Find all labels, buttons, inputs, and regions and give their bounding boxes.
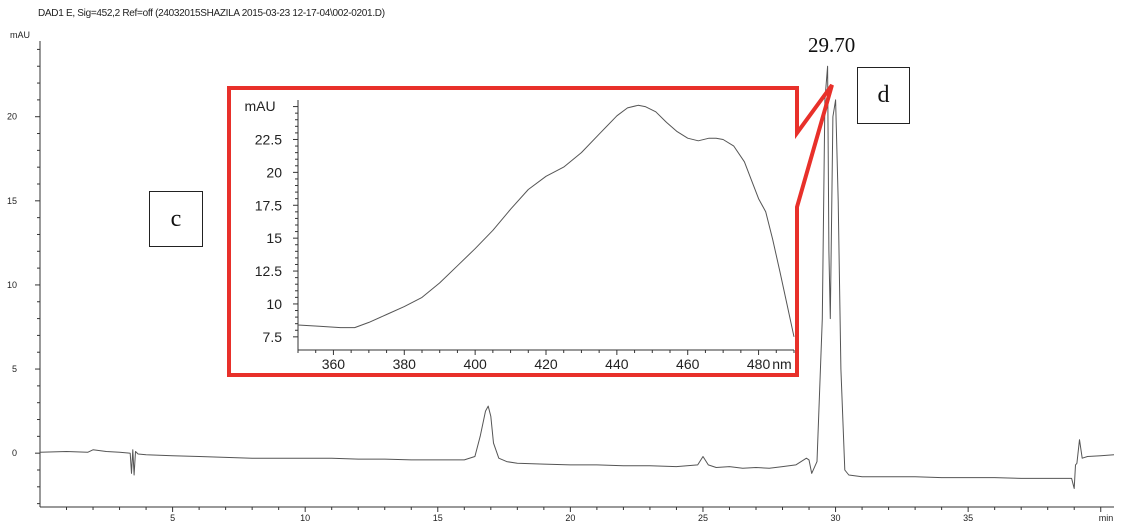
inset-y-tick-label: 12.5: [255, 263, 282, 279]
inset-x-tick-label: 480: [747, 356, 771, 372]
panel-label-c: c: [149, 191, 203, 247]
inset-y-tick-label: 15: [266, 230, 282, 246]
inset-y-tick-label: 10: [266, 296, 282, 312]
x-tick-label: 35: [963, 513, 973, 523]
x-tick-label: 10: [300, 513, 310, 523]
y-axis-label: mAU: [10, 30, 30, 40]
x-tick-label: 15: [433, 513, 443, 523]
peak-label-29-70: 29.70: [808, 33, 856, 57]
inset-background: [229, 88, 795, 375]
inset-x-tick-label: 380: [393, 356, 417, 372]
inset-spectrum-plot: 360 380 400 420 440 460 480 nm 7.5 10 12.5 15 17.5 20…: [244, 98, 795, 372]
x-tick-label: 5: [170, 513, 175, 523]
inset-y-axis-label: mAU: [244, 98, 275, 114]
y-tick-label: 10: [7, 280, 17, 290]
spectrum-trace: [297, 104, 795, 337]
x-tick-label: 30: [831, 513, 841, 523]
inset-y-tick-label: 22.5: [255, 131, 282, 147]
main-plot: 5 10 15 20 25 30 35 min 0 5 10 15 20 mAU: [7, 30, 1115, 523]
x-tick-label: 20: [565, 513, 575, 523]
chromatogram-trace: [39, 65, 1115, 489]
y-tick-label: 0: [12, 448, 17, 458]
inset-y-tick-label: 17.5: [255, 197, 282, 213]
inset-x-tick-label: 420: [534, 356, 558, 372]
inset-x-tick-label: 440: [605, 356, 629, 372]
y-tick-label: 15: [7, 196, 17, 206]
inset-x-axis-label: nm: [772, 356, 791, 372]
y-tick-label: 5: [12, 364, 17, 374]
inset-x-tick-label: 400: [463, 356, 487, 372]
inset-highlight: [227, 83, 834, 377]
inset-y-tick-label: 20: [266, 164, 282, 180]
panel-label-d: d: [857, 67, 910, 124]
x-tick-label: 25: [698, 513, 708, 523]
inset-x-tick-label: 460: [676, 356, 700, 372]
chart-header: DAD1 E, Sig=452,2 Ref=off (24032015SHAZI…: [38, 8, 385, 19]
y-tick-label: 20: [7, 112, 17, 122]
inset-x-tick-label: 360: [322, 356, 346, 372]
x-axis-label: min: [1099, 513, 1114, 523]
inset-callout-border: [227, 83, 834, 377]
inset-y-tick-label: 7.5: [263, 329, 283, 345]
